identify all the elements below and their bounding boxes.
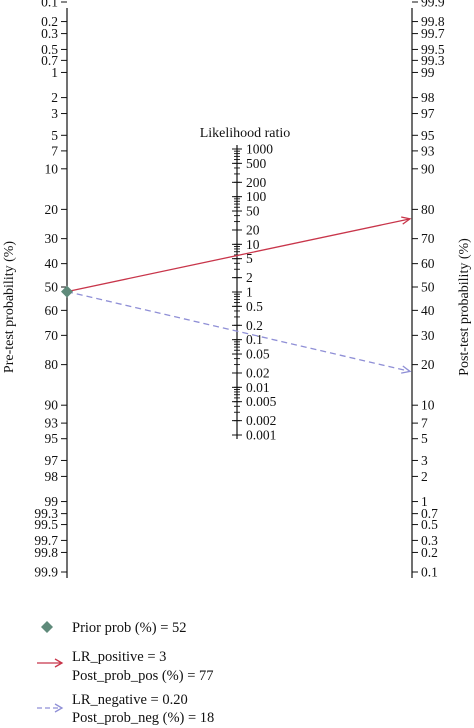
post-test-axis-label: Post-test probability (%) — [457, 238, 472, 376]
pre-test-tick-label-7: 7 — [51, 143, 58, 158]
lr-tick-label-1000: 1000 — [246, 142, 273, 157]
post-test-tick-label-40: 40 — [421, 303, 435, 318]
lr-tick-label-50: 50 — [246, 204, 260, 219]
post-test-tick-label-20: 20 — [421, 357, 435, 372]
lr-tick-label-0p02: 0.02 — [246, 365, 270, 380]
lr-tick-label-0p005: 0.005 — [246, 394, 277, 409]
pre-test-tick-label-80: 80 — [45, 357, 59, 372]
pre-test-tick-label-99: 99 — [45, 494, 59, 509]
post-test-tick-label-99p8: 99.8 — [421, 14, 445, 29]
lr-tick-label-0p5: 0.5 — [246, 299, 263, 314]
post-test-tick-label-0p2: 0.2 — [421, 545, 438, 560]
pre-test-tick-label-60: 60 — [45, 303, 59, 318]
pre-test-tick-label-99p9: 99.9 — [34, 565, 58, 580]
post-test-tick-label-0p7: 0.7 — [421, 506, 438, 521]
pre-test-tick-label-97: 97 — [45, 453, 59, 468]
pre-test-tick-label-20: 20 — [45, 202, 59, 217]
pre-test-tick-label-93: 93 — [45, 416, 59, 431]
pre-test-tick-label-2: 2 — [51, 90, 58, 105]
legend-prior-marker — [41, 621, 53, 633]
prior-prob-marker — [61, 285, 73, 298]
post-test-tick-label-0p5: 0.5 — [421, 517, 438, 532]
post-test-tick-label-7: 7 — [421, 416, 428, 431]
pre-test-tick-label-3: 3 — [51, 106, 58, 121]
pre-test-axis-label: Pre-test probability (%) — [2, 241, 17, 374]
pre-test-tick-label-0p5: 0.5 — [41, 42, 58, 57]
legend-negative-text-2: Post_prob_neg (%) = 18 — [72, 710, 214, 726]
post-test-tick-label-60: 60 — [421, 256, 435, 271]
post-test-tick-label-97: 97 — [421, 106, 435, 121]
post-test-tick-label-95: 95 — [421, 128, 435, 143]
post-test-tick-label-30: 30 — [421, 328, 435, 343]
lr-tick-label-1: 1 — [246, 285, 253, 300]
post-test-tick-label-0p1: 0.1 — [421, 565, 438, 580]
lr-tick-label-0p002: 0.002 — [246, 413, 276, 428]
post-test-tick-label-99p9: 99.9 — [421, 0, 445, 10]
post-test-tick-label-80: 80 — [421, 202, 435, 217]
pre-test-tick-label-1: 1 — [51, 65, 58, 80]
legend-negative-text-1: LR_negative = 0.20 — [72, 692, 188, 708]
likelihood-ratio-axis: 10005002001005020105210.50.20.10.050.020… — [232, 142, 277, 443]
pre-test-tick-label-10: 10 — [45, 161, 59, 176]
positive-lr-arrowhead — [401, 216, 412, 225]
legend-prior-text: Prior prob (%) = 52 — [72, 620, 187, 636]
pre-test-tick-label-30: 30 — [45, 231, 59, 246]
post-test-tick-label-0p3: 0.3 — [421, 533, 438, 548]
pre-test-tick-label-0p2: 0.2 — [41, 14, 58, 29]
positive-lr-line — [66, 218, 411, 293]
lr-tick-label-20: 20 — [246, 222, 260, 237]
lr-tick-label-2: 2 — [246, 270, 253, 285]
post-test-tick-label-99p7: 99.7 — [421, 26, 445, 41]
lr-tick-label-500: 500 — [246, 156, 267, 171]
lr-tick-label-10: 10 — [246, 237, 260, 252]
lr-tick-label-100: 100 — [246, 189, 267, 204]
pre-test-tick-label-0p1: 0.1 — [41, 0, 58, 10]
pre-test-tick-label-99p7: 99.7 — [34, 533, 58, 548]
likelihood-ratio-axis-label: Likelihood ratio — [200, 126, 291, 141]
lr-tick-label-0p01: 0.01 — [246, 380, 270, 395]
pre-test-tick-label-99p5: 99.5 — [34, 517, 58, 532]
pre-test-tick-label-5: 5 — [51, 128, 58, 143]
legend-negative-arrowhead — [54, 703, 64, 713]
legend: Prior prob (%) = 52 LR_positive = 3 Post… — [37, 620, 214, 726]
pre-test-tick-label-90: 90 — [45, 398, 59, 413]
pre-test-tick-label-98: 98 — [45, 469, 59, 484]
post-test-tick-label-10: 10 — [421, 398, 435, 413]
lr-tick-label-0p05: 0.05 — [246, 347, 270, 362]
pre-test-tick-label-70: 70 — [45, 328, 59, 343]
legend-positive-text-2: Post_prob_pos (%) = 77 — [72, 668, 214, 684]
post-test-tick-label-5: 5 — [421, 431, 428, 446]
negative-lr-line — [66, 290, 411, 373]
pre-test-tick-label-99p8: 99.8 — [34, 545, 58, 560]
pre-test-tick-label-99p3: 99.3 — [34, 506, 58, 521]
post-test-tick-label-90: 90 — [421, 161, 435, 176]
legend-positive-arrowhead — [54, 658, 64, 668]
post-test-tick-label-70: 70 — [421, 231, 435, 246]
lr-tick-label-0p001: 0.001 — [246, 428, 276, 443]
legend-positive-text-1: LR_positive = 3 — [72, 649, 166, 665]
lr-tick-label-0p1: 0.1 — [246, 332, 263, 347]
post-test-tick-label-99p5: 99.5 — [421, 42, 445, 57]
post-test-tick-label-93: 93 — [421, 143, 435, 158]
lr-tick-label-0p2: 0.2 — [246, 318, 263, 333]
lr-tick-label-5: 5 — [246, 251, 253, 266]
negative-lr-arrowhead — [401, 365, 412, 374]
pre-test-axis: 0.1 0.20.30.50.71 23 57 10 20 30 40 50 60 70 80 90 93… — [34, 0, 68, 580]
pre-test-tick-label-95: 95 — [45, 431, 59, 446]
post-test-axis: 99.999.899.799.599.399989795939080706050… — [411, 0, 445, 580]
post-test-tick-label-98: 98 — [421, 90, 435, 105]
pre-test-tick-label-50: 50 — [45, 280, 59, 295]
lr-tick-label-200: 200 — [246, 175, 267, 190]
post-test-tick-label-99p3: 99.3 — [421, 53, 445, 68]
post-test-tick-label-50: 50 — [421, 280, 435, 295]
post-test-tick-label-3: 3 — [421, 453, 428, 468]
pre-test-tick-label-40: 40 — [45, 256, 59, 271]
nomogram-lines — [61, 216, 412, 374]
post-test-tick-label-99: 99 — [421, 65, 435, 80]
post-test-tick-label-2: 2 — [421, 469, 428, 484]
post-test-tick-label-1: 1 — [421, 494, 428, 509]
pre-test-tick-label-0p7: 0.7 — [41, 53, 58, 68]
pre-test-tick-label-0p3: 0.3 — [41, 26, 58, 41]
